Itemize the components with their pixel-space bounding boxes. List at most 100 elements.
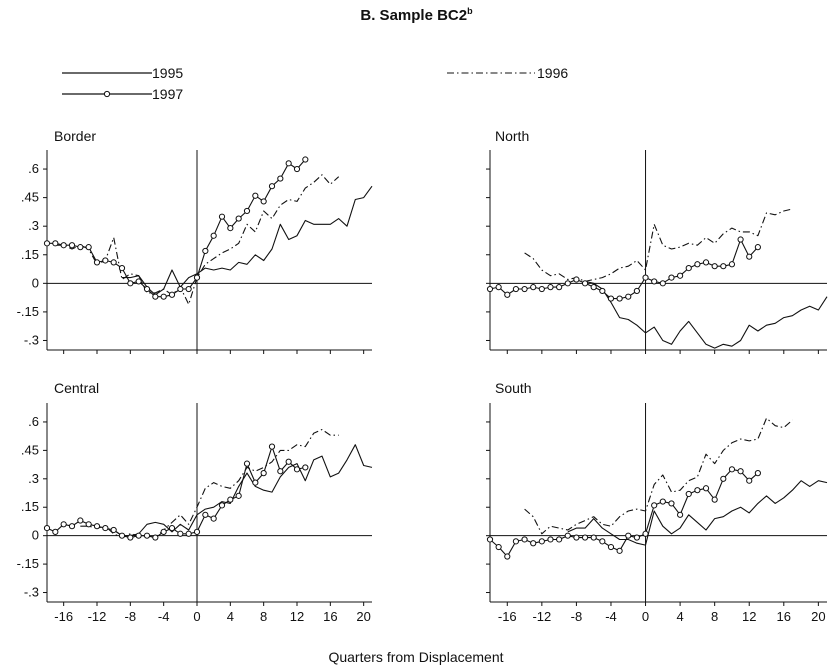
data-point-central-1997	[218, 502, 226, 509]
data-point-south-1997	[616, 547, 623, 554]
data-point-central-1997	[227, 496, 234, 503]
data-point-central-1997	[152, 534, 159, 541]
data-point-south-1997	[668, 500, 675, 507]
series-line-border-1995	[122, 185, 373, 296]
data-point-central-1997	[143, 532, 151, 539]
data-point-central-1997	[202, 511, 209, 518]
data-point-north-1997	[633, 287, 640, 295]
y-tick-label-central: .6	[28, 414, 39, 429]
data-point-north-1997	[504, 291, 511, 298]
data-point-central-1997	[285, 458, 292, 465]
data-point-border-1997	[160, 293, 167, 300]
data-point-north-1997	[495, 284, 502, 291]
data-point-north-1997	[677, 272, 684, 279]
data-point-border-1997	[168, 291, 176, 298]
x-tick-label-central: 8	[260, 609, 267, 624]
data-point-south-1997	[625, 532, 632, 539]
data-point-central-1997	[260, 470, 267, 477]
data-point-central-1997	[293, 466, 301, 473]
data-point-border-1997	[243, 207, 251, 215]
y-tick-label-border: 0	[32, 275, 39, 290]
data-point-north-1997	[599, 287, 606, 295]
data-point-south-1997	[754, 470, 761, 477]
data-point-north-1997	[728, 261, 736, 268]
data-point-central-1997	[135, 532, 142, 539]
data-point-south-1997	[685, 490, 692, 498]
data-point-central-1997	[110, 526, 117, 534]
panel-title-north: North	[495, 128, 529, 144]
data-point-border-1997	[193, 274, 201, 281]
data-point-north-1997	[616, 295, 623, 302]
data-point-central-1997	[68, 523, 76, 530]
x-tick-label-central: 0	[193, 609, 200, 624]
data-point-south-1997	[504, 553, 511, 560]
data-point-south-1997	[530, 540, 537, 547]
data-point-south-1997	[711, 496, 718, 503]
data-point-north-1997	[754, 244, 761, 251]
legend-label-1995: 1995	[152, 65, 183, 81]
data-point-north-1997	[590, 284, 597, 291]
data-point-south-1997	[702, 485, 710, 492]
y-tick-label-central: -.3	[24, 585, 39, 600]
data-point-border-1997	[302, 156, 309, 163]
data-point-north-1997	[521, 285, 528, 293]
data-point-south-1997	[573, 534, 580, 541]
data-point-south-1997	[728, 466, 736, 473]
series-line-south-1995	[567, 480, 828, 546]
data-point-border-1997	[110, 259, 117, 266]
data-point-north-1997	[737, 236, 744, 243]
x-tick-label-central: 4	[227, 609, 234, 624]
figure-title-main: B. Sample BC2	[360, 7, 468, 24]
series-line-north-1997	[489, 238, 759, 300]
y-tick-label-central: 0	[32, 528, 39, 543]
x-tick-label-south: -12	[532, 609, 551, 624]
data-point-north-1997	[556, 284, 563, 291]
x-tick-label-south: -16	[498, 609, 517, 624]
y-tick-label-border: .45	[21, 190, 39, 205]
y-tick-label-central: .3	[28, 471, 39, 486]
data-point-central-1997	[302, 464, 309, 471]
data-point-central-1997	[235, 492, 242, 499]
figure-title: B. Sample BC2b	[0, 6, 833, 24]
data-point-border-1997	[293, 165, 301, 173]
data-point-border-1997	[252, 192, 259, 199]
data-point-central-1997	[60, 521, 67, 528]
x-tick-label-south: -8	[571, 609, 583, 624]
data-point-north-1997	[702, 259, 710, 266]
x-tick-label-south: 8	[711, 609, 718, 624]
data-point-border-1997	[218, 213, 226, 220]
data-point-central-1997	[93, 523, 101, 530]
x-tick-label-central: -12	[88, 609, 107, 624]
data-point-central-1997	[185, 530, 192, 537]
x-tick-label-central: 20	[356, 609, 370, 624]
data-point-central-1997	[43, 524, 51, 532]
data-point-north-1997	[512, 285, 520, 293]
data-point-north-1997	[625, 293, 632, 300]
data-point-north-1997	[746, 253, 753, 260]
series-line-central-1995	[113, 444, 373, 537]
data-point-south-1997	[659, 498, 666, 505]
data-point-central-1997	[252, 479, 259, 486]
data-point-north-1997	[573, 276, 580, 283]
data-point-border-1997	[277, 175, 284, 182]
panel-south: South -16 -12 -8 -4 0 4 8 12 16 20	[486, 380, 828, 624]
data-point-south-1997	[599, 538, 606, 545]
data-point-central-1997	[268, 443, 276, 450]
data-point-north-1997	[538, 285, 545, 293]
x-tick-label-south: 20	[811, 609, 825, 624]
y-tick-label-border: -.3	[24, 332, 39, 347]
data-point-north-1997	[607, 295, 615, 302]
data-point-south-1997	[581, 534, 589, 541]
data-point-central-1997	[277, 468, 284, 475]
data-point-border-1997	[43, 240, 51, 247]
data-point-north-1997	[685, 264, 692, 272]
chart-panels: Border .6 .45 .3 .15 0 -.15 -.3 North Central .6 .4…	[17, 128, 828, 624]
panel-north: North	[486, 128, 828, 354]
data-point-border-1997	[127, 280, 134, 287]
data-point-border-1997	[77, 244, 84, 251]
data-point-central-1997	[210, 515, 217, 522]
data-point-central-1997	[127, 534, 134, 541]
y-tick-label-border: -.15	[17, 304, 39, 319]
data-point-south-1997	[677, 511, 684, 518]
